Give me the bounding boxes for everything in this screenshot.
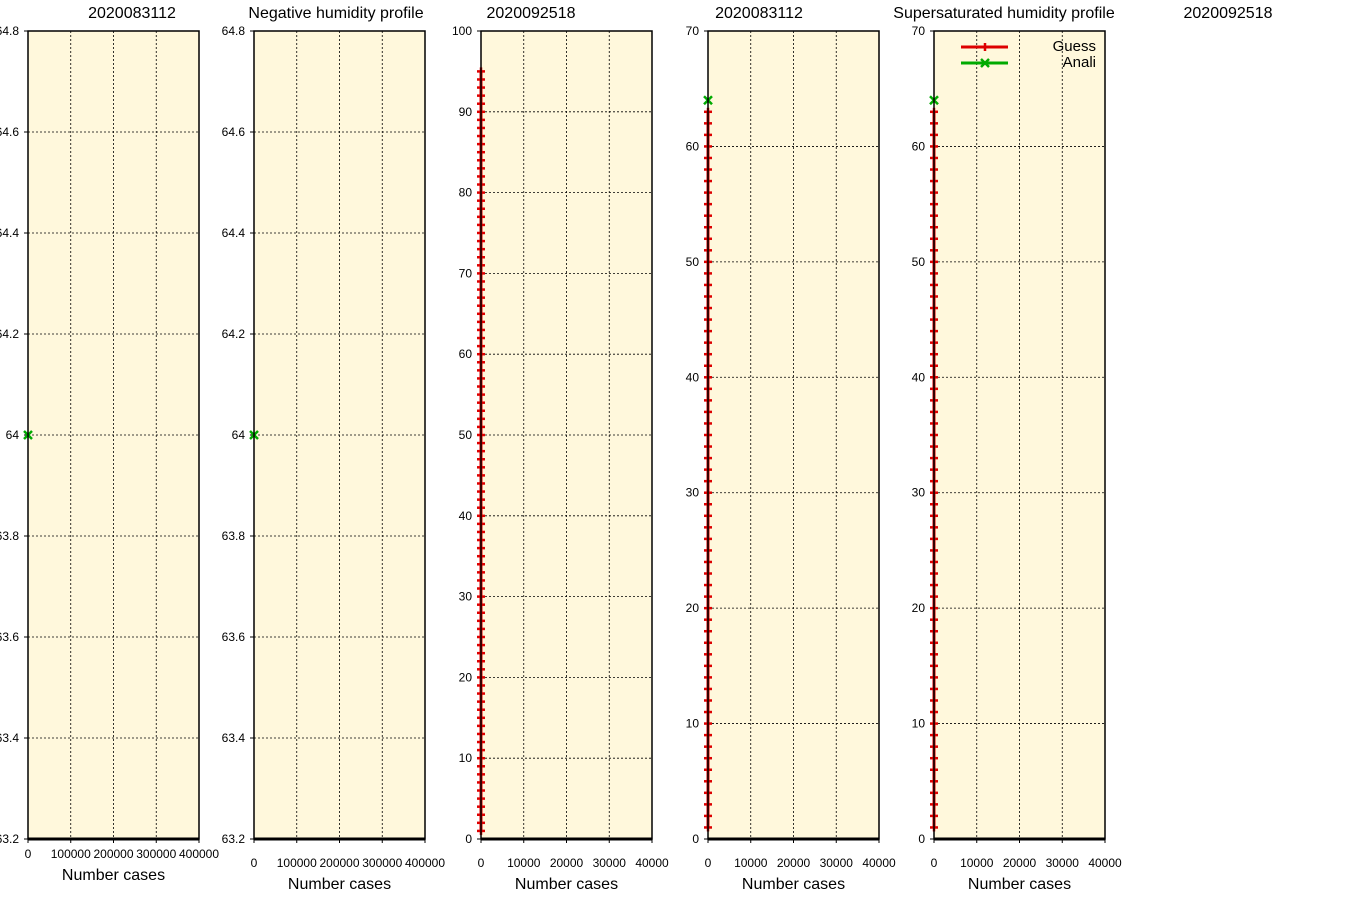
chart-title: 2020092518 (1184, 5, 1273, 22)
x-tick-label: 40000 (635, 856, 669, 870)
chart-panel-6: 2020092518 (1184, 5, 1273, 22)
y-tick-label: 70 (459, 266, 473, 280)
y-tick-label: 100 (452, 24, 472, 38)
x-tick-label: 10000 (734, 856, 768, 870)
y-tick-label: 64.4 (0, 226, 19, 240)
x-tick-label: 0 (25, 847, 32, 861)
legend-marker (981, 43, 989, 51)
x-tick-label: 0 (478, 856, 485, 870)
chart-title: 2020092518 (487, 5, 576, 22)
x-tick-label: 0 (931, 856, 938, 870)
y-tick-label: 60 (459, 347, 473, 361)
y-tick-label: 64.6 (0, 125, 19, 139)
chart-title: Negative humidity profile (248, 5, 423, 22)
y-tick-label: 70 (912, 24, 926, 38)
x-tick-label: 10000 (507, 856, 541, 870)
x-tick-label: 40000 (1088, 856, 1122, 870)
x-axis-label: Number cases (288, 876, 391, 893)
x-tick-label: 200000 (319, 856, 359, 870)
y-tick-label: 20 (686, 601, 700, 615)
y-tick-label: 30 (912, 486, 926, 500)
x-axis-label: Number cases (515, 876, 618, 893)
y-tick-label: 10 (912, 717, 926, 731)
x-tick-label: 20000 (777, 856, 811, 870)
y-tick-label: 64 (232, 428, 246, 442)
y-tick-label: 0 (692, 832, 699, 846)
y-tick-label: 64.4 (222, 226, 246, 240)
y-tick-label: 90 (459, 105, 473, 119)
y-tick-label: 63.4 (222, 731, 246, 745)
y-tick-label: 0 (918, 832, 925, 846)
y-tick-label: 70 (686, 24, 700, 38)
y-tick-label: 40 (912, 370, 926, 384)
chart-panel-4: 2020083112 0 10000 20000 30000 40000 0 10 20 30 40… (686, 5, 896, 893)
chart-panel-2: Negative humidity profile 0 100000 200000 30… (222, 5, 446, 893)
y-tick-label: 64.2 (0, 327, 19, 341)
y-tick-label: 50 (686, 255, 700, 269)
y-tick-label: 20 (912, 601, 926, 615)
x-tick-label: 300000 (362, 856, 402, 870)
x-tick-label: 30000 (1046, 856, 1080, 870)
x-axis-label: Number cases (968, 876, 1071, 893)
x-tick-label: 30000 (820, 856, 854, 870)
x-tick-label: 20000 (550, 856, 584, 870)
y-tick-label: 20 (459, 670, 473, 684)
y-tick-label: 50 (459, 428, 473, 442)
y-tick-label: 40 (686, 370, 700, 384)
y-tick-label: 63.2 (0, 832, 19, 846)
y-tick-label: 30 (686, 486, 700, 500)
y-tick-label: 64.8 (0, 24, 19, 38)
x-tick-label: 300000 (136, 847, 176, 861)
y-tick-label: 60 (686, 139, 700, 153)
x-tick-label: 400000 (405, 856, 445, 870)
y-tick-label: 64.8 (222, 24, 246, 38)
x-axis-label: Number cases (62, 867, 165, 884)
x-tick-label: 200000 (93, 847, 133, 861)
legend-marker (980, 58, 990, 68)
x-axis-label: Number cases (742, 876, 845, 893)
y-tick-label: 63.2 (222, 832, 246, 846)
y-tick-label: 40 (459, 509, 473, 523)
y-tick-label: 63.4 (0, 731, 19, 745)
x-tick-label: 100000 (51, 847, 91, 861)
y-tick-label: 63.8 (222, 529, 246, 543)
x-tick-label: 20000 (1003, 856, 1037, 870)
y-tick-label: 30 (459, 590, 473, 604)
x-tick-label: 0 (705, 856, 712, 870)
x-tick-label: 10000 (960, 856, 994, 870)
y-tick-label: 64.6 (222, 125, 246, 139)
y-tick-label: 10 (459, 751, 473, 765)
y-tick-label: 60 (912, 139, 926, 153)
x-tick-label: 0 (251, 856, 258, 870)
y-tick-label: 63.8 (0, 529, 19, 543)
y-tick-label: 64.2 (222, 327, 246, 341)
y-tick-label: 63.6 (0, 630, 19, 644)
y-tick-label: 64 (6, 428, 20, 442)
x-tick-label: 30000 (593, 856, 627, 870)
y-tick-label: 63.6 (222, 630, 246, 644)
legend-label: Anali (1063, 54, 1096, 71)
chart-title: 2020083112 (715, 5, 803, 22)
y-tick-label: 0 (465, 832, 472, 846)
chart-title: 2020083112 (88, 5, 176, 22)
legend-entry-guess: Guess (961, 38, 1096, 55)
chart-panel-3: 2020092518 0 10000 20000 30000 40000 0 10 20 30 40… (452, 5, 669, 893)
legend-entry-anali: Anali (961, 54, 1096, 71)
y-tick-label: 50 (912, 255, 926, 269)
x-tick-label: 40000 (862, 856, 896, 870)
x-tick-label: 400000 (179, 847, 219, 861)
legend-label: Guess (1053, 38, 1096, 55)
y-tick-label: 80 (459, 186, 473, 200)
chart-title: Supersaturated humidity profile (893, 5, 1115, 22)
y-tick-label: 10 (686, 717, 700, 731)
x-tick-label: 100000 (277, 856, 317, 870)
